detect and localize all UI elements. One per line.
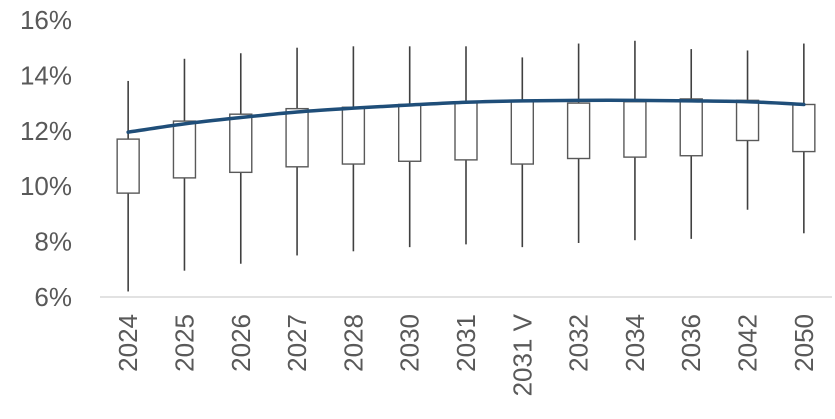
trend-layer <box>126 98 806 134</box>
y-tick-label: 8% <box>34 227 72 257</box>
box <box>397 103 422 162</box>
y-tick-label: 10% <box>20 171 72 201</box>
x-tick-label: 2050 <box>789 314 819 372</box>
y-tick-label: 14% <box>20 60 72 90</box>
box <box>172 120 197 179</box>
box <box>341 106 366 165</box>
x-tick-label: 2036 <box>676 314 706 372</box>
box <box>454 101 478 161</box>
x-tick-label: 2042 <box>733 314 763 372</box>
x-tick-label: 2026 <box>226 314 256 372</box>
whisker-layer <box>127 40 805 292</box>
box <box>679 98 703 157</box>
x-tick-label: 2031 <box>451 314 481 372</box>
box <box>735 99 760 142</box>
x-tick-label: 2030 <box>395 314 425 372</box>
trend-line <box>126 98 806 134</box>
x-tick-label: 2032 <box>564 314 594 372</box>
y-tick-label: 12% <box>20 116 72 146</box>
x-tick-label: 2031 V <box>507 313 537 396</box>
box <box>285 107 309 168</box>
box <box>566 102 591 160</box>
box <box>229 113 253 174</box>
x-tick-label: 2027 <box>282 314 312 372</box>
x-tick-label: 2024 <box>113 314 143 372</box>
x-tick-label: 2025 <box>169 314 199 372</box>
box <box>510 101 535 165</box>
box <box>623 101 647 158</box>
x-tick-label: 2028 <box>338 314 368 372</box>
box-layer <box>116 98 816 194</box>
x-axis-tick-labels: 2024 2025 2026 2027 2028 2030 2031 2031 V 2032 20… <box>113 313 819 396</box>
box <box>792 103 816 153</box>
y-tick-label: 6% <box>34 282 72 312</box>
x-tick-label: 2034 <box>620 314 650 372</box>
y-axis-tick-labels: 6% 8% 10% 12% 14% 16% <box>20 5 72 312</box>
box <box>116 138 140 194</box>
y-tick-label: 16% <box>20 5 72 35</box>
